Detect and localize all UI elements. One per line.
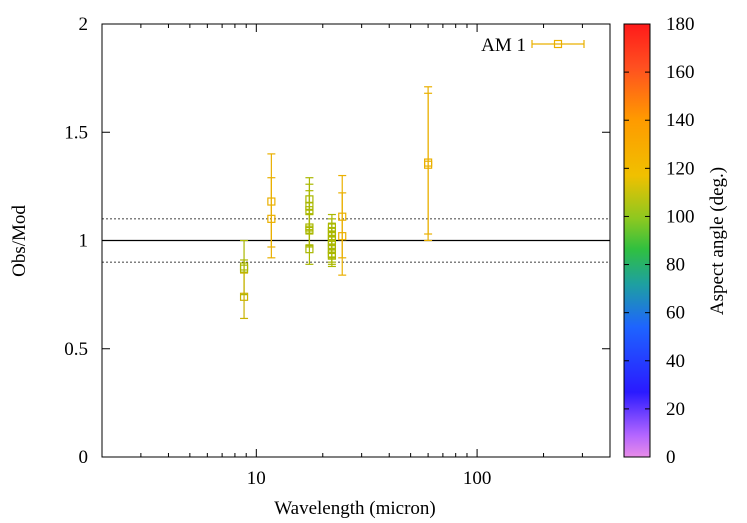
colorbar-tick-label: 60 — [666, 303, 685, 324]
y-tick-label: 1 — [79, 231, 89, 252]
x-axis-label: Wavelength (micron) — [274, 498, 436, 519]
colorbar-tick-label: 80 — [666, 255, 685, 276]
plot-frame — [101, 23, 611, 458]
colorbar-tick-label: 20 — [666, 399, 685, 420]
y-tick-label: 1.5 — [64, 122, 88, 143]
legend-label-am1: AM 1 — [481, 35, 526, 56]
colorbar-label: Aspect angle (deg.) — [707, 167, 728, 315]
data-point-2 — [239, 292, 249, 301]
y-axis-label: Obs/Mod — [9, 205, 30, 277]
colorbar-tick-label: 100 — [666, 206, 695, 227]
data-point-18 — [327, 251, 337, 260]
data-point-4 — [267, 214, 276, 223]
data-point-20 — [338, 232, 347, 241]
colorbar-tick-label: 160 — [666, 62, 695, 83]
colorbar-tick-label: 0 — [666, 447, 676, 468]
colorbar-tick-label: 40 — [666, 351, 685, 372]
colorbar — [623, 23, 651, 458]
legend: AM 1 — [481, 35, 585, 56]
legend-marker-am1 — [553, 39, 563, 49]
data-point-10 — [305, 245, 314, 254]
y-tick-label: 0.5 — [64, 339, 88, 360]
colorbar-tick-label: 120 — [666, 158, 695, 179]
colorbar-tick-label: 180 — [666, 14, 695, 35]
x-tick-label: 100 — [463, 468, 492, 489]
x-tick-label: 10 — [247, 468, 266, 489]
data-point-22 — [424, 160, 433, 169]
colorbar-ticks: 0 20 40 60 80 100 120 140 160 180 — [624, 14, 695, 468]
colorbar-tick-label: 140 — [666, 110, 695, 131]
data-point-1 — [239, 262, 249, 271]
y-tick-label: 0 — [79, 447, 89, 468]
plot-area: 0 0.5 1 1.5 2 10 100 — [64, 14, 611, 489]
y-tick-label: 2 — [79, 14, 89, 35]
